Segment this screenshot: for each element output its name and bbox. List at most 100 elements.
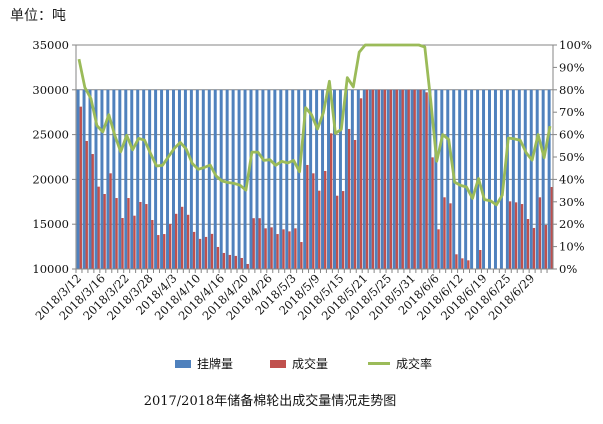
bar-deal [306,164,309,269]
bar-deal [246,263,249,269]
bar-listing [547,89,551,269]
bar-listing [350,89,354,269]
bar-deal [157,235,160,269]
bar-deal [389,89,393,269]
bar-listing [374,89,378,269]
y2-tick-label: 40% [559,172,585,186]
bar-listing [255,89,259,269]
bar-deal [479,250,482,269]
bar-deal [300,242,303,269]
y-tick-label: 35000 [32,38,69,52]
bar-deal [270,227,273,269]
bar-deal [526,219,530,269]
bar-listing [106,89,110,269]
bar-deal [240,257,243,269]
bar-deal [455,254,458,269]
bar-deal [258,218,261,269]
bar-deal [407,89,410,269]
bar-listing [291,89,295,269]
y2-tick-label: 20% [559,217,585,231]
bar-deal [347,128,351,269]
bar-deal [282,229,285,269]
bar-listing [356,89,360,269]
bar-listing [154,89,158,269]
legend-item-rate: 成交率 [368,355,432,372]
bar-listing [505,89,509,269]
bar-listing [493,89,497,269]
bar-deal [341,191,345,269]
bar-deal [383,89,387,269]
bar-deal [330,133,333,269]
bar-listing [124,89,128,269]
bar-deal [192,231,196,269]
bar-deal [294,228,297,269]
bar-listing [201,89,205,269]
bar-deal [204,236,208,269]
bar-deal [121,218,124,269]
bar-listing [464,89,468,269]
bar-deal [228,254,232,269]
y-tick-label: 30000 [32,83,69,97]
bar-deal [103,194,106,269]
bar-deal [318,190,321,269]
y-tick-label: 20000 [32,172,69,186]
bar-deal [276,234,279,269]
y-tick-label: 25000 [32,128,69,142]
bar-listing [535,89,539,269]
bar-listing [511,89,515,269]
bar-deal [550,187,554,269]
bar-listing [183,89,187,269]
bar-deal [216,246,220,269]
bar-deal [335,195,339,269]
bar-listing [362,89,366,269]
bar-deal [532,227,536,269]
bar-deal [139,201,142,269]
bar-listing [267,89,271,269]
bar-deal [186,214,190,269]
legend-swatch-deal [270,359,286,368]
bar-deal [133,215,136,269]
bar-deal [91,154,94,269]
bar-deal [538,197,542,269]
bar-deal [401,89,404,269]
bar-deal [312,173,315,269]
bar-deal [508,201,512,269]
bar-listing [225,89,229,269]
y2-tick-label: 0% [559,262,577,276]
bar-deal [174,213,178,269]
bar-listing [523,89,527,269]
bar-listing [100,89,104,269]
bar-listing [249,89,253,269]
bar-deal [425,92,428,269]
line-rate [77,43,552,207]
bar-deal [222,252,226,269]
bar-deal [79,106,82,269]
bar-listing [166,89,170,269]
bar-deal [353,139,357,269]
y2-tick-label: 50% [559,150,585,164]
bar-deal [97,186,100,269]
bar-deal [198,238,202,269]
bar-deal [377,89,381,269]
bar-deal [115,198,118,269]
bar-deal [371,89,375,269]
bar-listing [470,89,474,269]
chart-caption: 2017/2018年储备棉轮出成交量情况走势图 [143,394,397,409]
legend-item-deal: 成交量 [270,355,328,372]
bar-listing [237,89,241,269]
bar-listing [380,89,384,269]
bar-listing [231,89,235,269]
bar-listing [118,89,122,269]
bar-listing [279,89,283,269]
bar-listing [94,89,98,269]
bar-deal [431,157,434,269]
bar-listing [189,89,193,269]
bar-deal [514,202,518,269]
bar-listing [422,89,426,269]
bar-listing [315,89,319,269]
bar-deal [413,89,416,269]
bar-deal [544,225,548,269]
bar-listing [273,89,277,269]
bar-deal [419,89,422,269]
bar-listing [368,89,372,269]
